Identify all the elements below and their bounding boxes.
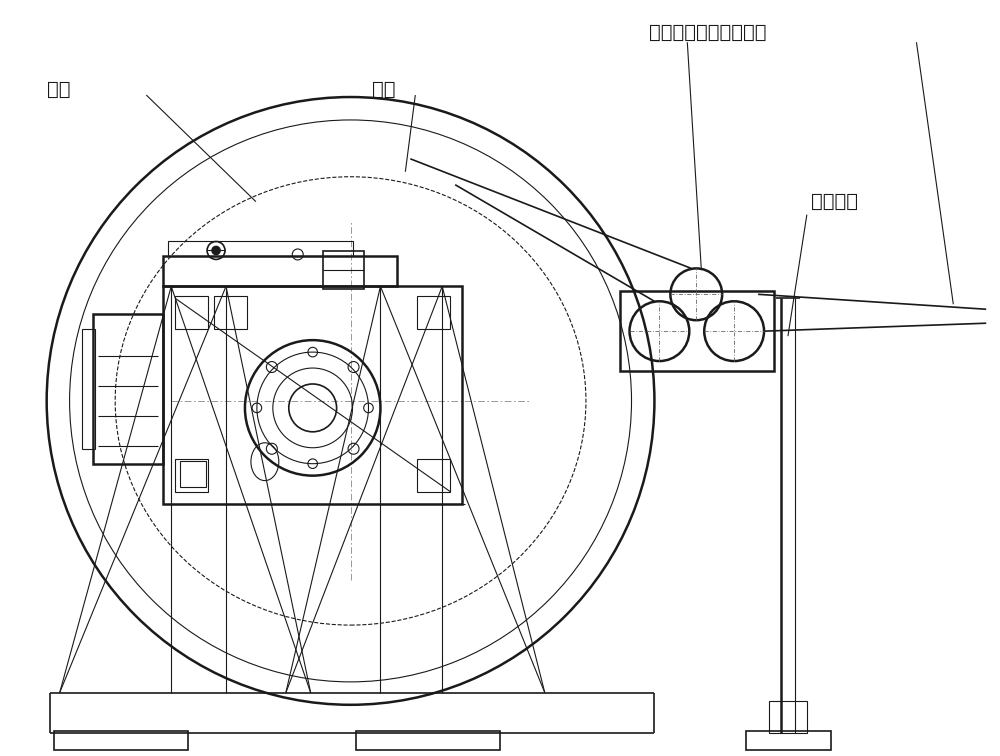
Bar bbox=[163, 256, 397, 287]
Bar bbox=[175, 459, 208, 491]
Bar bbox=[163, 287, 462, 503]
Bar bbox=[93, 314, 163, 463]
Bar bbox=[356, 731, 500, 750]
Bar bbox=[323, 252, 364, 290]
Bar bbox=[417, 459, 450, 491]
Bar bbox=[175, 296, 208, 329]
Bar bbox=[54, 731, 188, 750]
Text: 缆绳: 缆绳 bbox=[372, 79, 396, 98]
Bar bbox=[214, 296, 247, 329]
Circle shape bbox=[212, 246, 220, 255]
Bar bbox=[82, 329, 95, 449]
Text: 缆盘: 缆盘 bbox=[47, 79, 70, 98]
Bar bbox=[180, 460, 206, 487]
Bar bbox=[417, 296, 450, 329]
Bar bbox=[620, 291, 774, 371]
Bar bbox=[769, 701, 807, 733]
Text: 装有张力传感器的导轮: 装有张力传感器的导轮 bbox=[649, 23, 767, 42]
Text: 测力机构: 测力机构 bbox=[811, 192, 858, 211]
Bar bbox=[168, 240, 353, 256]
Bar bbox=[746, 731, 831, 750]
